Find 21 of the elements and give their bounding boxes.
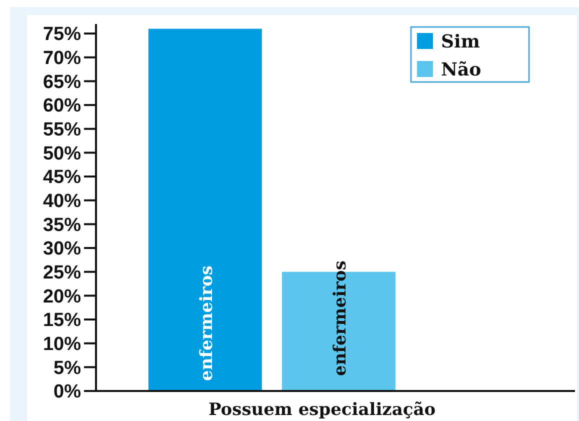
y-tick-label: 45% <box>42 167 82 188</box>
y-tick-label: 55% <box>42 120 82 141</box>
legend-label: Não <box>441 59 482 80</box>
y-tick-label: 65% <box>42 72 82 93</box>
y-tick-label: 20% <box>42 286 82 308</box>
y-tick-label: 60% <box>42 96 82 117</box>
annotation: enfermeiros <box>197 266 218 381</box>
y-tick-label: 5% <box>54 358 82 379</box>
y-tick-label: 75% <box>42 24 82 46</box>
y-tick-label: 0% <box>54 382 82 403</box>
y-tick-label: 70% <box>42 48 82 70</box>
x-tick-label: Possuem especialização <box>208 400 436 420</box>
y-tick-label: 30% <box>42 238 82 260</box>
y-tick-label: 25% <box>42 262 82 284</box>
y-tick-label: 40% <box>42 191 82 212</box>
y-tick-label: 35% <box>42 214 82 236</box>
y-tick-label: 50% <box>42 143 82 164</box>
y-tick-label: 15% <box>42 310 82 332</box>
y-tick-label: 10% <box>42 334 82 355</box>
legend-label: Sim <box>441 31 480 52</box>
annotation: enfermeiros <box>330 260 351 376</box>
